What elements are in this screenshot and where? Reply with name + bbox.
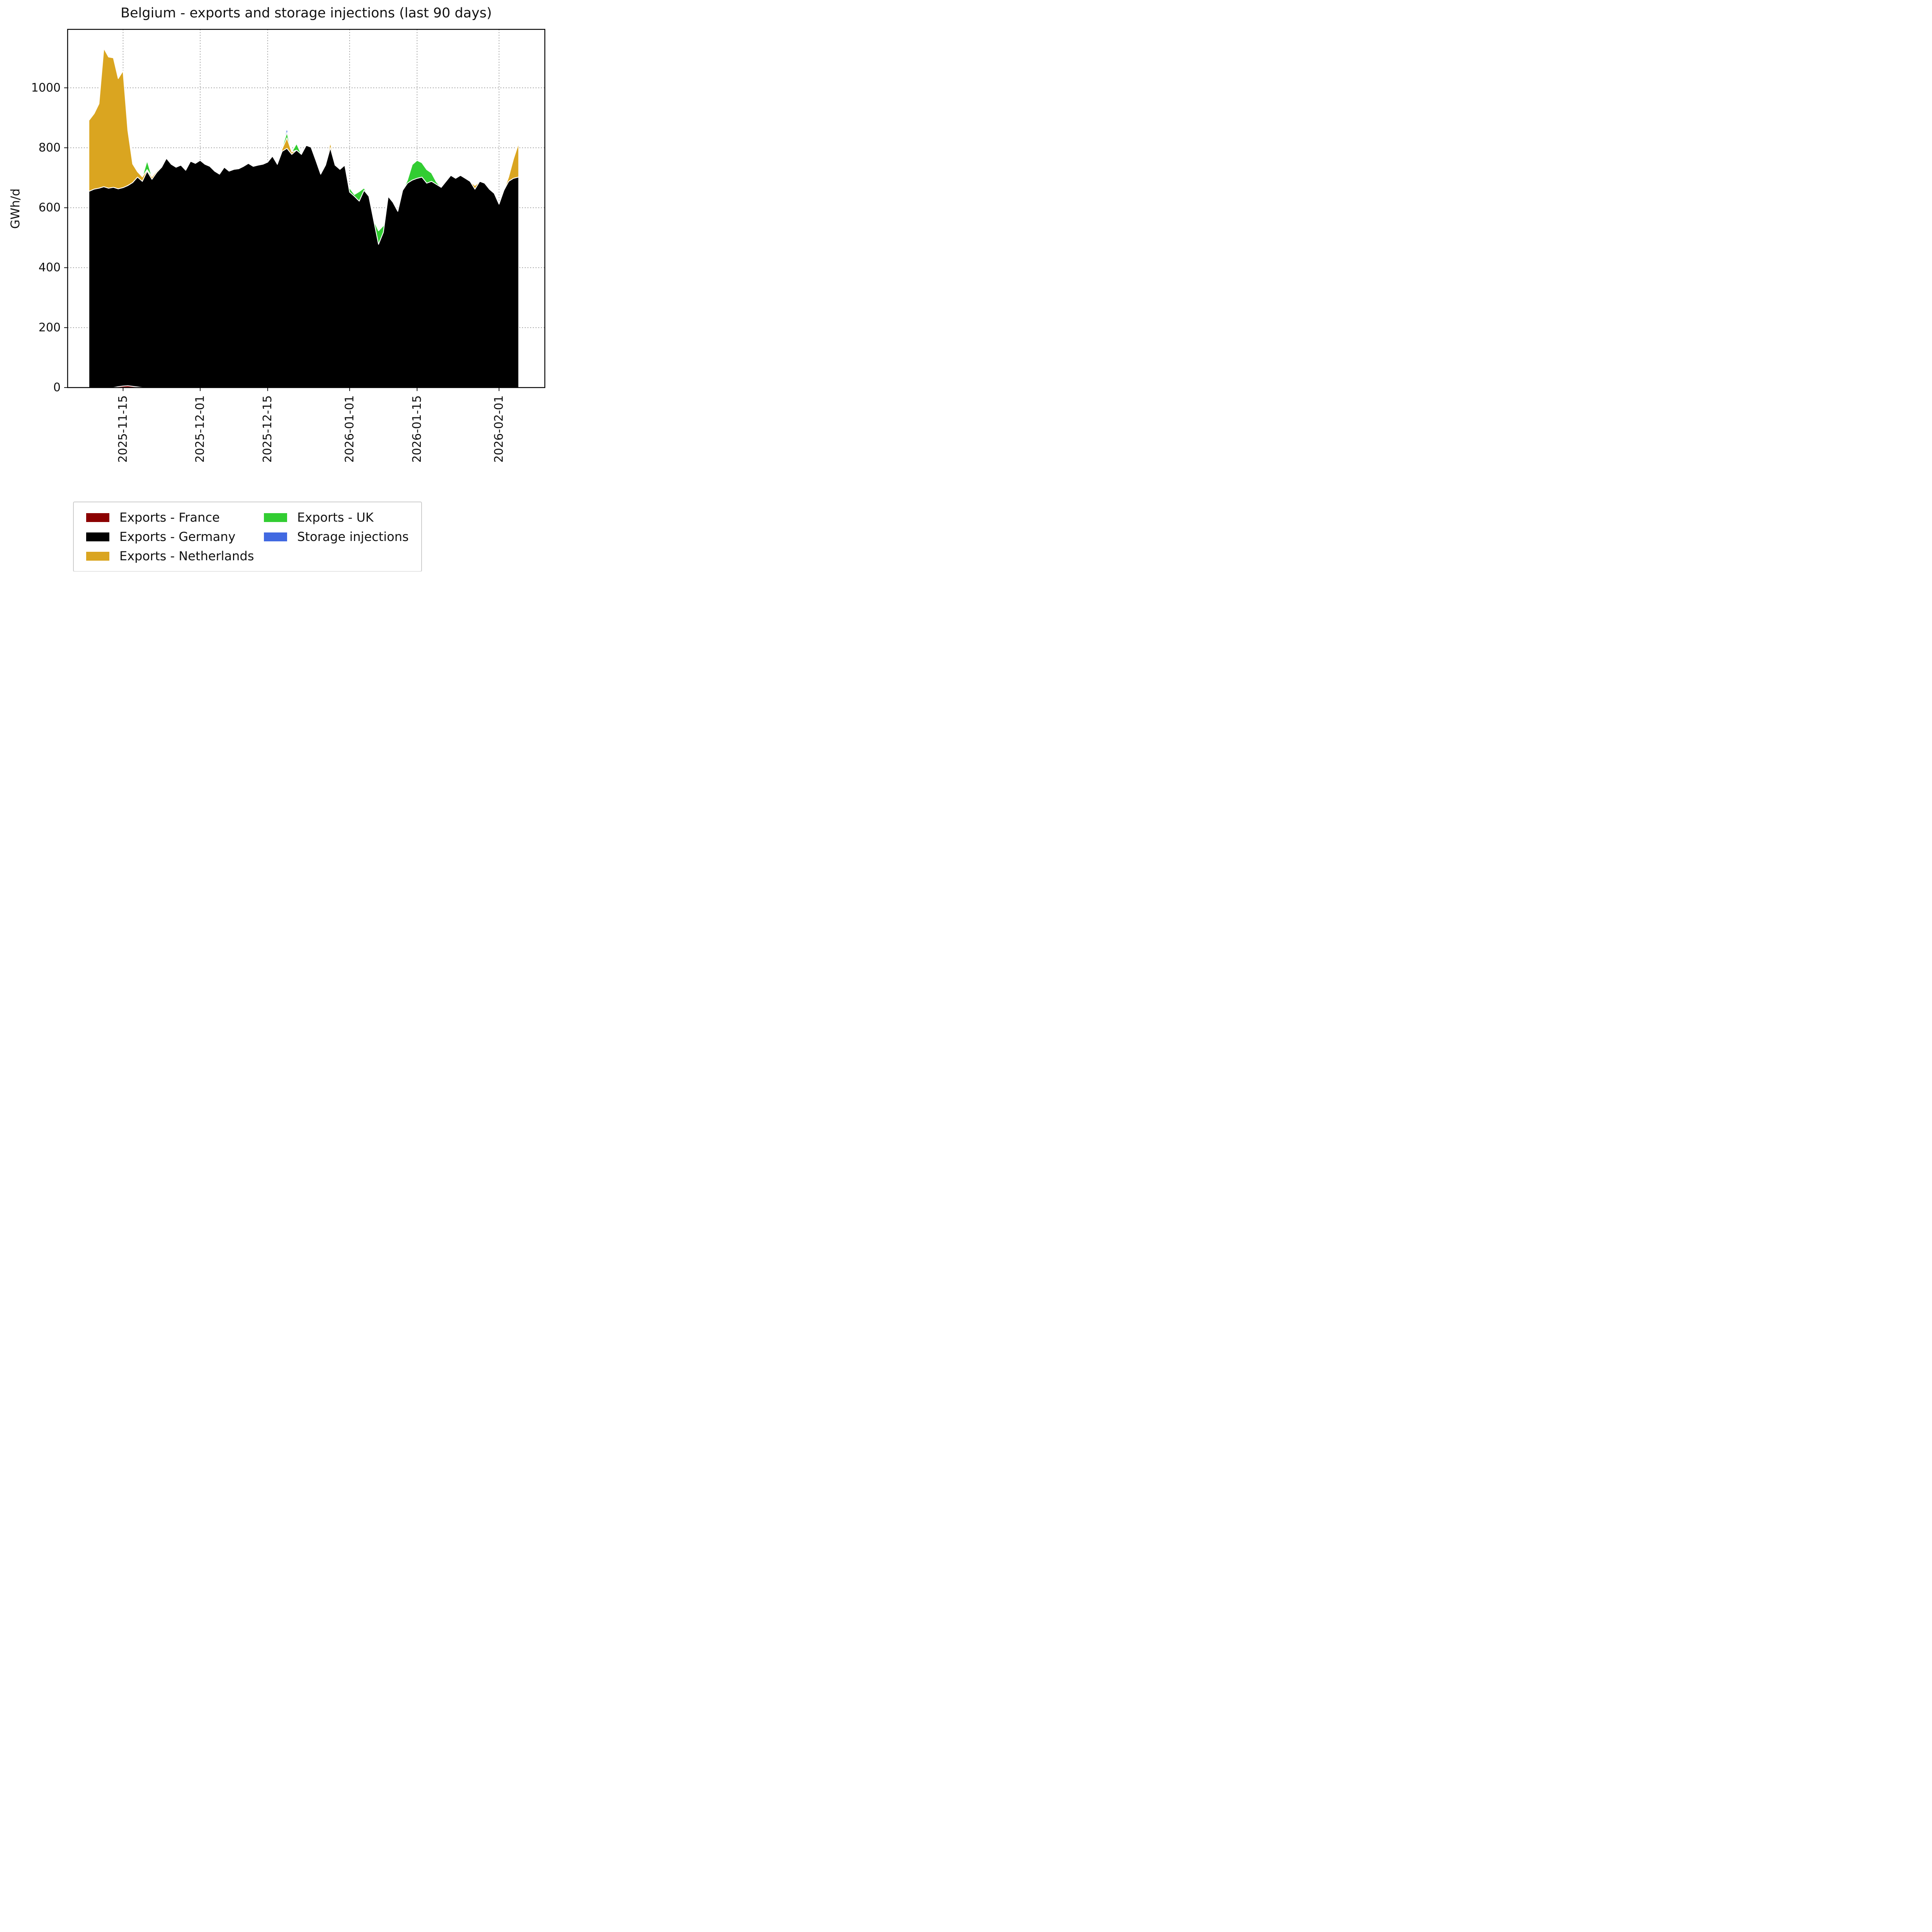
legend-item-storage-injections: Storage injections <box>264 529 409 544</box>
edge-exports-france <box>113 385 143 388</box>
legend-item-exports-france: Exports - France <box>86 510 260 525</box>
edge-storage-injections <box>281 128 293 153</box>
y-tick-label: 600 <box>39 201 61 214</box>
edge-exports-uk <box>344 165 369 197</box>
area-exports-germany <box>89 145 519 388</box>
x-tick-label: 2026-01-01 <box>343 395 356 463</box>
legend-swatch-exports-netherlands <box>86 551 109 561</box>
x-tick-label: 2026-01-15 <box>410 395 424 463</box>
edge-exports-netherlands <box>325 142 336 166</box>
legend-swatch-exports-uk <box>264 513 287 522</box>
y-tick-label: 1000 <box>31 81 61 95</box>
chart-canvas: 2025-11-15 2025-12-01 2025-12-15 2026-01-01… <box>31 29 546 463</box>
y-tick-label: 200 <box>39 321 61 334</box>
edge-exports-netherlands <box>89 48 167 177</box>
x-tick-label: 2026-02-01 <box>492 395 506 463</box>
legend-swatch-exports-germany <box>86 532 109 541</box>
edge-exports-uk <box>291 143 302 155</box>
legend: Exports - France Exports - Germany Expor… <box>73 502 422 571</box>
x-tick-label: 2025-12-01 <box>194 395 207 463</box>
edge-exports-netherlands <box>503 144 519 191</box>
x-tick-label: 2025-11-15 <box>116 395 130 463</box>
edge-exports-uk <box>402 160 442 191</box>
chart-title: Belgium - exports and storage injections… <box>121 5 492 21</box>
axes-spine <box>67 29 546 388</box>
figure: Belgium - exports and storage injections… <box>0 0 555 571</box>
edge-exports-uk <box>373 196 389 231</box>
legend-label-exports-netherlands: Exports - Netherlands <box>119 549 254 563</box>
x-tick-label: 2025-12-15 <box>261 395 274 463</box>
edge-exports-netherlands <box>469 181 480 186</box>
edge-exports-germany <box>89 145 519 245</box>
legend-swatch-exports-france <box>86 513 109 522</box>
y-tick-label: 400 <box>39 261 61 274</box>
legend-label-exports-germany: Exports - Germany <box>119 529 236 544</box>
legend-item-exports-germany: Exports - Germany <box>86 529 260 544</box>
y-tick-label: 800 <box>39 141 61 155</box>
legend-swatch-storage-injections <box>264 532 287 541</box>
edge-exports-uk <box>142 160 153 177</box>
y-tick-label: 0 <box>53 381 61 395</box>
legend-item-exports-uk: Exports - UK <box>264 510 409 525</box>
edge-exports-uk <box>277 132 293 165</box>
legend-item-exports-netherlands: Exports - Netherlands <box>86 549 260 563</box>
legend-label-exports-france: Exports - France <box>119 510 220 525</box>
legend-label-exports-uk: Exports - UK <box>297 510 374 525</box>
legend-label-storage-injections: Storage injections <box>297 529 409 544</box>
